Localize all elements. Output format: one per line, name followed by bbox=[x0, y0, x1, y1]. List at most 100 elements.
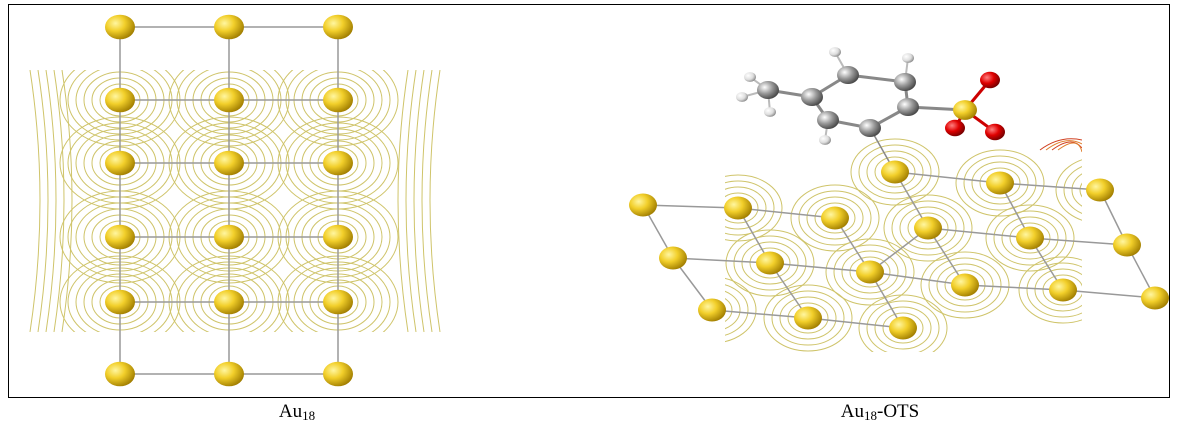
contour bbox=[883, 194, 973, 262]
frame bbox=[8, 4, 1170, 398]
atom bbox=[736, 92, 748, 102]
contour bbox=[787, 302, 829, 334]
bond bbox=[1029, 237, 1128, 246]
atom bbox=[897, 97, 919, 117]
figure bbox=[8, 4, 1170, 398]
contour bbox=[866, 300, 940, 352]
contour bbox=[1045, 140, 1082, 151]
contour bbox=[891, 200, 965, 256]
contour bbox=[1042, 274, 1082, 306]
caption-base: Au bbox=[278, 401, 303, 422]
contour bbox=[993, 210, 1067, 266]
contour bbox=[1063, 166, 1082, 214]
atom bbox=[756, 251, 784, 275]
atom bbox=[659, 246, 687, 270]
caption-suffix: -OTS bbox=[877, 401, 920, 422]
atom bbox=[902, 53, 914, 63]
bond bbox=[964, 284, 1064, 291]
bond bbox=[642, 204, 739, 209]
atom bbox=[859, 118, 881, 138]
atom bbox=[105, 224, 135, 250]
contour bbox=[725, 180, 775, 236]
contour bbox=[725, 284, 749, 336]
contour bbox=[814, 202, 856, 234]
contour bbox=[37, 70, 49, 332]
atom bbox=[323, 361, 353, 387]
contour bbox=[725, 174, 783, 242]
bond bbox=[807, 317, 904, 329]
contour bbox=[1039, 138, 1082, 151]
bond bbox=[769, 262, 871, 273]
atom bbox=[724, 196, 752, 220]
atom bbox=[214, 14, 244, 40]
contour bbox=[1079, 182, 1082, 198]
atom bbox=[629, 193, 657, 217]
caption-right: Au18-OTS bbox=[841, 401, 919, 424]
contour bbox=[936, 263, 994, 307]
contour bbox=[429, 70, 441, 332]
contour bbox=[725, 298, 733, 322]
atom bbox=[801, 87, 823, 107]
contour bbox=[741, 241, 799, 285]
contour bbox=[920, 251, 1010, 319]
contour bbox=[866, 150, 924, 194]
contour bbox=[971, 161, 1029, 205]
atom bbox=[951, 273, 979, 297]
atom bbox=[829, 47, 841, 57]
contour bbox=[397, 70, 409, 332]
bond bbox=[672, 257, 771, 264]
contour bbox=[841, 250, 899, 294]
contour bbox=[806, 196, 864, 240]
contour bbox=[874, 156, 916, 188]
atom bbox=[894, 72, 916, 92]
atom bbox=[214, 87, 244, 113]
contour bbox=[725, 277, 757, 343]
contours-right bbox=[725, 138, 1082, 352]
atom bbox=[323, 14, 353, 40]
atom bbox=[214, 361, 244, 387]
atom bbox=[821, 206, 849, 230]
contour bbox=[1055, 159, 1082, 221]
contour bbox=[749, 247, 791, 279]
atom bbox=[881, 160, 909, 184]
contour bbox=[944, 269, 986, 301]
atom bbox=[1086, 178, 1114, 202]
contour bbox=[882, 312, 924, 344]
atom bbox=[105, 87, 135, 113]
atom bbox=[764, 107, 776, 117]
atom bbox=[837, 65, 859, 85]
bond bbox=[869, 271, 966, 286]
contour bbox=[833, 244, 907, 300]
caption-base: Au bbox=[840, 401, 864, 422]
bond bbox=[999, 182, 1101, 191]
atoms bbox=[105, 14, 1169, 387]
atom bbox=[945, 119, 965, 137]
contour bbox=[1071, 173, 1082, 207]
contour bbox=[963, 155, 1037, 211]
contour bbox=[1034, 268, 1082, 312]
atom bbox=[980, 71, 1000, 89]
contour bbox=[53, 70, 65, 332]
atom bbox=[819, 135, 831, 145]
bond bbox=[1062, 289, 1156, 299]
contour bbox=[899, 206, 957, 250]
atom bbox=[1016, 226, 1044, 250]
atom bbox=[986, 171, 1014, 195]
contour bbox=[771, 290, 845, 346]
contour bbox=[29, 70, 41, 332]
contour bbox=[1018, 256, 1082, 324]
atom bbox=[105, 150, 135, 176]
contour bbox=[849, 256, 891, 288]
contour bbox=[858, 294, 948, 352]
atom bbox=[794, 306, 822, 330]
atom bbox=[1113, 233, 1141, 257]
atom bbox=[698, 298, 726, 322]
atom bbox=[889, 316, 917, 340]
contour bbox=[45, 70, 57, 332]
contour bbox=[874, 306, 932, 350]
contour bbox=[798, 190, 872, 246]
contour bbox=[825, 238, 915, 306]
atom bbox=[214, 150, 244, 176]
atom bbox=[214, 289, 244, 315]
